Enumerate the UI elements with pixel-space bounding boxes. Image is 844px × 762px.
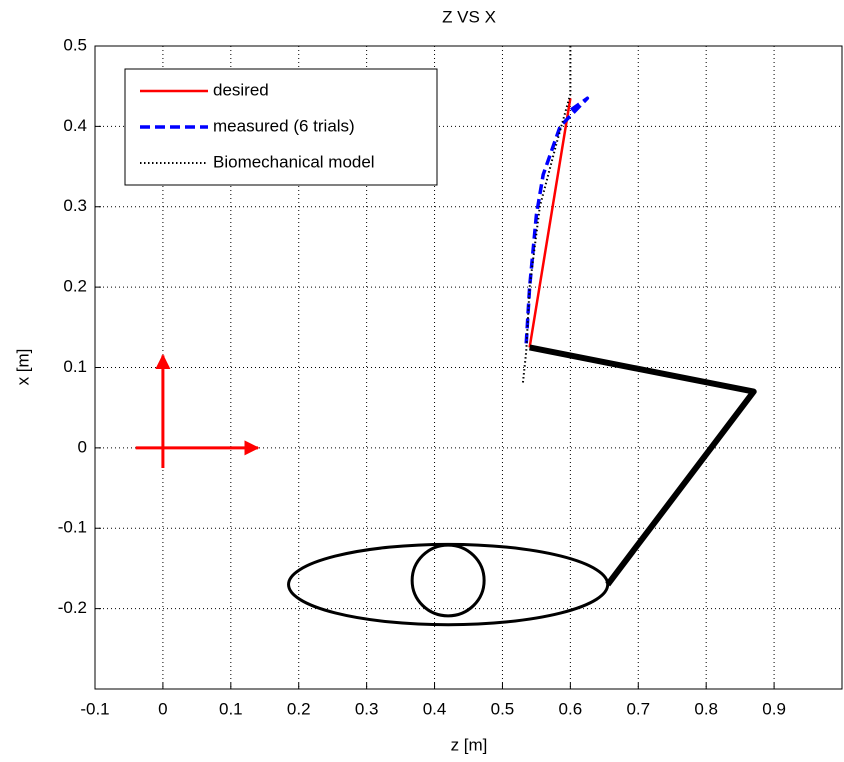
x-tick-label: 0.4 bbox=[423, 699, 447, 718]
y-tick-label: 0.3 bbox=[63, 196, 87, 215]
legend-label: measured (6 trials) bbox=[213, 116, 355, 135]
x-tick-label: 0.6 bbox=[559, 699, 583, 718]
y-tick-label: 0.2 bbox=[63, 277, 87, 296]
x-tick-label: -0.1 bbox=[80, 699, 109, 718]
y-tick-label: -0.2 bbox=[58, 598, 87, 617]
x-tick-label: 0.3 bbox=[355, 699, 379, 718]
legend-label: Biomechanical model bbox=[213, 152, 375, 171]
series-line bbox=[521, 46, 572, 384]
x-tick-label: 0.8 bbox=[694, 699, 718, 718]
series-line bbox=[528, 98, 572, 348]
y-axis-label: x [m] bbox=[13, 349, 32, 386]
x-tick-label: 0 bbox=[158, 699, 167, 718]
legend-label: desired bbox=[213, 80, 269, 99]
x-tick-label: 0.2 bbox=[287, 699, 311, 718]
x-axis-label: z [m] bbox=[451, 735, 488, 754]
y-tick-label: 0.5 bbox=[63, 35, 87, 54]
chart-title: Z VS X bbox=[442, 7, 496, 26]
y-tick-label: 0 bbox=[78, 437, 87, 456]
arm-line bbox=[529, 344, 757, 587]
x-tick-label: 0.5 bbox=[491, 699, 515, 718]
y-tick-label: 0.4 bbox=[63, 116, 87, 135]
x-tick-label: 0.7 bbox=[626, 699, 650, 718]
y-tick-label: -0.1 bbox=[58, 518, 87, 537]
y-tick-label: 0.1 bbox=[63, 357, 87, 376]
series-line bbox=[524, 96, 590, 344]
outline-shape bbox=[410, 543, 486, 618]
x-tick-label: 0.1 bbox=[219, 699, 243, 718]
x-tick-label: 0.9 bbox=[762, 699, 786, 718]
